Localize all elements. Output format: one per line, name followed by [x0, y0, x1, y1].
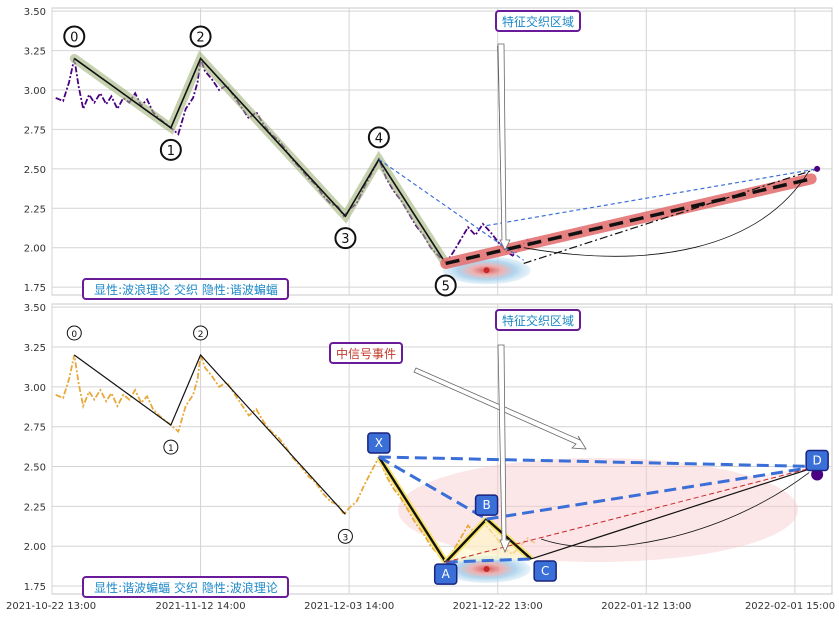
top-wave-marker — [367, 126, 390, 149]
bottom-ytick-label: 2.50 — [24, 463, 46, 474]
harmonic-fill-abc — [445, 519, 532, 563]
bottom-feature-center — [483, 565, 490, 572]
top-status-box: 显性:波浪理论 交织 隐性:谐波蝙蝠 — [82, 278, 289, 300]
harmonic-node-label: D — [813, 454, 822, 468]
top-wave-label: 1 — [167, 144, 175, 159]
harmonic-node-label: B — [482, 498, 490, 512]
top-zone-arrow — [497, 43, 511, 251]
top-ytick-label: 3.50 — [24, 7, 46, 18]
top-ytick-label: 1.75 — [24, 283, 46, 294]
top-ytick-label: 2.25 — [24, 204, 46, 215]
top-zone-label: 特征交织区域 — [502, 14, 574, 29]
bottom-wave-label: 1 — [168, 444, 174, 454]
harmonic-node-label: A — [442, 567, 451, 581]
top-wave-marker — [159, 138, 182, 161]
harmonic-ratio-xb — [378, 455, 488, 521]
top-ytick-label: 2.00 — [24, 244, 46, 255]
bottom-ytick-label: 2.00 — [24, 542, 46, 553]
bottom-xtick-label: 2021-12-22 13:00 — [453, 601, 543, 612]
top-projection-blue-a — [378, 158, 525, 261]
bottom-wave-label: 2 — [198, 330, 204, 340]
bottom-chart-marks: 0 1 2 3 X A B C D — [55, 325, 829, 585]
bottom-ytick-label: 1.75 — [24, 582, 46, 593]
harmonic-leg-ab — [444, 518, 488, 563]
top-wave-label: 3 — [341, 232, 349, 247]
top-chart-marks: 0 1 2 3 4 5 — [55, 25, 821, 297]
top-wave-label: 5 — [442, 279, 450, 294]
harmonic-ratio-bd — [486, 465, 818, 521]
bottom-wave-marker — [337, 528, 353, 544]
top-ytick-label: 3.25 — [24, 47, 46, 58]
harmonic-leg-xa — [377, 456, 447, 563]
harmonic-node-label: C — [541, 564, 549, 578]
bottom-plot-area — [51, 303, 833, 595]
bottom-ytick-label: 3.50 — [24, 303, 46, 314]
harmonic-node-a — [433, 563, 458, 585]
bottom-zone-label-box: 特征交织区域 — [495, 309, 581, 331]
bottom-ytick-label: 2.75 — [24, 423, 46, 434]
harmonic-node-d — [805, 449, 829, 472]
bottom-chart-panel: 1.75 2.00 2.25 2.50 2.75 3.00 3.25 3.50 2021-10… — [6, 303, 835, 612]
bottom-xtick-label: 2022-01-12 13:00 — [601, 601, 691, 612]
top-wave-marker — [189, 25, 212, 48]
top-wave-marker — [434, 274, 457, 297]
top-time-arc — [523, 170, 810, 257]
harmonic-target-dot — [811, 468, 824, 481]
bottom-xtick-label: 2021-10-22 13:00 — [6, 601, 96, 612]
bottom-status-box: 显性:谐波蝙蝠 交织 隐性:波浪理论 — [82, 576, 289, 598]
bottom-zone-label: 特征交织区域 — [502, 313, 574, 328]
top-projection-target — [814, 165, 821, 172]
bottom-zigzag-line — [73, 353, 346, 515]
bottom-xtick-label: 2022-02-01 15:00 — [745, 601, 835, 612]
harmonic-ratio-xd — [378, 455, 818, 469]
bottom-wave-marker — [163, 439, 179, 455]
top-feature-center — [483, 267, 490, 274]
top-plot-area — [51, 7, 833, 296]
top-wave-marker — [334, 227, 357, 250]
bottom-event-label: 中信号事件 — [336, 346, 396, 361]
bottom-wave-marker — [66, 325, 82, 341]
top-wave-label: 4 — [375, 131, 383, 146]
top-projection-dashdot — [523, 168, 818, 265]
harmonic-leg-cd — [530, 465, 818, 560]
bottom-xtick-label: 2021-11-12 14:00 — [156, 601, 246, 612]
top-wave-marker — [63, 25, 86, 48]
bottom-event-label-box: 中信号事件 — [329, 342, 403, 364]
top-projection-band — [440, 173, 817, 269]
top-y-axis: 1.75 2.00 2.25 2.50 2.75 3.00 3.25 3.50 — [24, 7, 46, 294]
harmonic-node-c — [533, 560, 557, 582]
harmonic-node-x — [367, 432, 391, 454]
harmonic-ratio-ac — [445, 557, 532, 564]
harmonic-leg-bc — [485, 518, 532, 560]
bottom-xtick-label: 2021-12-03 14:00 — [304, 601, 394, 612]
bottom-ytick-label: 2.25 — [24, 502, 46, 513]
bottom-wave-marker — [193, 325, 209, 341]
bottom-ytick-label: 3.25 — [24, 343, 46, 354]
top-ytick-label: 2.75 — [24, 125, 46, 136]
harmonic-node-label: X — [375, 436, 383, 450]
harmonic-node-b — [474, 494, 499, 516]
bottom-zone-arrow — [497, 344, 511, 554]
top-status-label: 显性:波浪理论 交织 隐性:谐波蝙蝠 — [94, 282, 278, 297]
bottom-wave-label: 0 — [71, 330, 77, 340]
bottom-status-label: 显性:谐波蝙蝠 交织 隐性:波浪理论 — [94, 580, 278, 595]
top-wave-label: 0 — [70, 30, 78, 45]
top-chart-panel: 1.752.002.252.502.753.003.253.50 012345 … — [24, 7, 833, 300]
top-zone-label-box: 特征交织区域 — [495, 10, 581, 32]
top-wave-label: 2 — [196, 30, 204, 45]
top-ytick-label: 3.00 — [24, 86, 46, 97]
bottom-x-axis: 2021-10-22 13:00 2021-11-12 14:00 2021-12-… — [6, 601, 835, 612]
top-zigzag-line — [73, 57, 447, 264]
harmonic-fill-bcd — [486, 466, 818, 559]
bottom-ytick-label: 3.00 — [24, 383, 46, 394]
bottom-time-arc — [541, 472, 810, 548]
bottom-wave-label: 3 — [343, 533, 349, 543]
bottom-y-axis: 1.75 2.00 2.25 2.50 2.75 3.00 3.25 3.50 — [24, 303, 46, 593]
top-ytick-label: 2.50 — [24, 165, 46, 176]
